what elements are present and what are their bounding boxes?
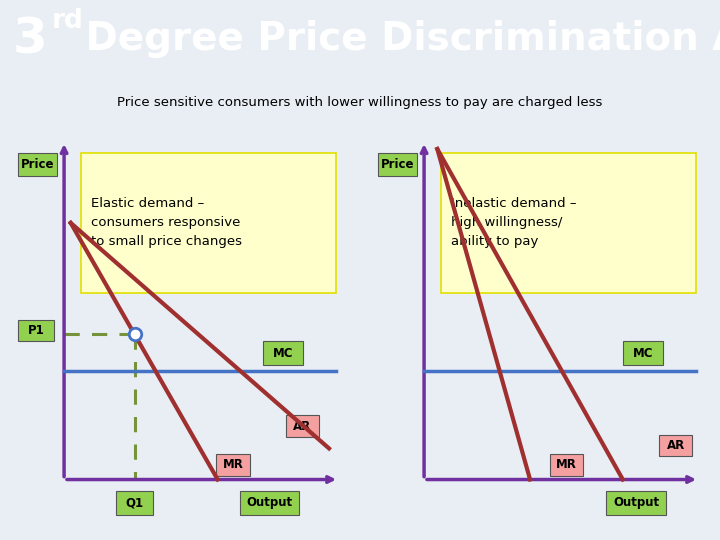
FancyBboxPatch shape (623, 341, 662, 365)
FancyBboxPatch shape (217, 454, 250, 476)
Text: Degree Price Discrimination Analysis: Degree Price Discrimination Analysis (72, 21, 720, 58)
FancyBboxPatch shape (378, 153, 418, 176)
FancyBboxPatch shape (660, 435, 693, 456)
Text: AR: AR (667, 439, 685, 452)
FancyBboxPatch shape (263, 341, 302, 365)
Text: Price: Price (381, 158, 414, 171)
Text: MR: MR (222, 458, 243, 471)
FancyBboxPatch shape (18, 153, 58, 176)
FancyBboxPatch shape (240, 491, 300, 515)
Text: MR: MR (556, 458, 577, 471)
FancyBboxPatch shape (441, 153, 696, 293)
Text: Q1: Q1 (125, 496, 144, 509)
FancyBboxPatch shape (81, 153, 336, 293)
FancyBboxPatch shape (18, 320, 54, 341)
Text: MC: MC (632, 347, 653, 360)
FancyBboxPatch shape (117, 491, 153, 515)
Text: Price: Price (21, 158, 54, 171)
FancyBboxPatch shape (606, 491, 666, 515)
Text: rd: rd (52, 8, 84, 34)
FancyBboxPatch shape (550, 454, 583, 476)
Text: P1: P1 (27, 325, 45, 338)
FancyBboxPatch shape (286, 415, 319, 437)
Text: Output: Output (246, 496, 292, 509)
Text: Elastic demand –
consumers responsive
to small price changes: Elastic demand – consumers responsive to… (91, 198, 242, 248)
Text: 3: 3 (13, 15, 48, 63)
Text: MC: MC (272, 347, 293, 360)
Text: Inelastic demand –
high willingness/
ability to pay: Inelastic demand – high willingness/ abi… (451, 198, 576, 248)
Text: Price sensitive consumers with lower willingness to pay are charged less: Price sensitive consumers with lower wil… (117, 96, 603, 109)
Text: Output: Output (613, 496, 659, 509)
Text: AR: AR (294, 420, 312, 433)
